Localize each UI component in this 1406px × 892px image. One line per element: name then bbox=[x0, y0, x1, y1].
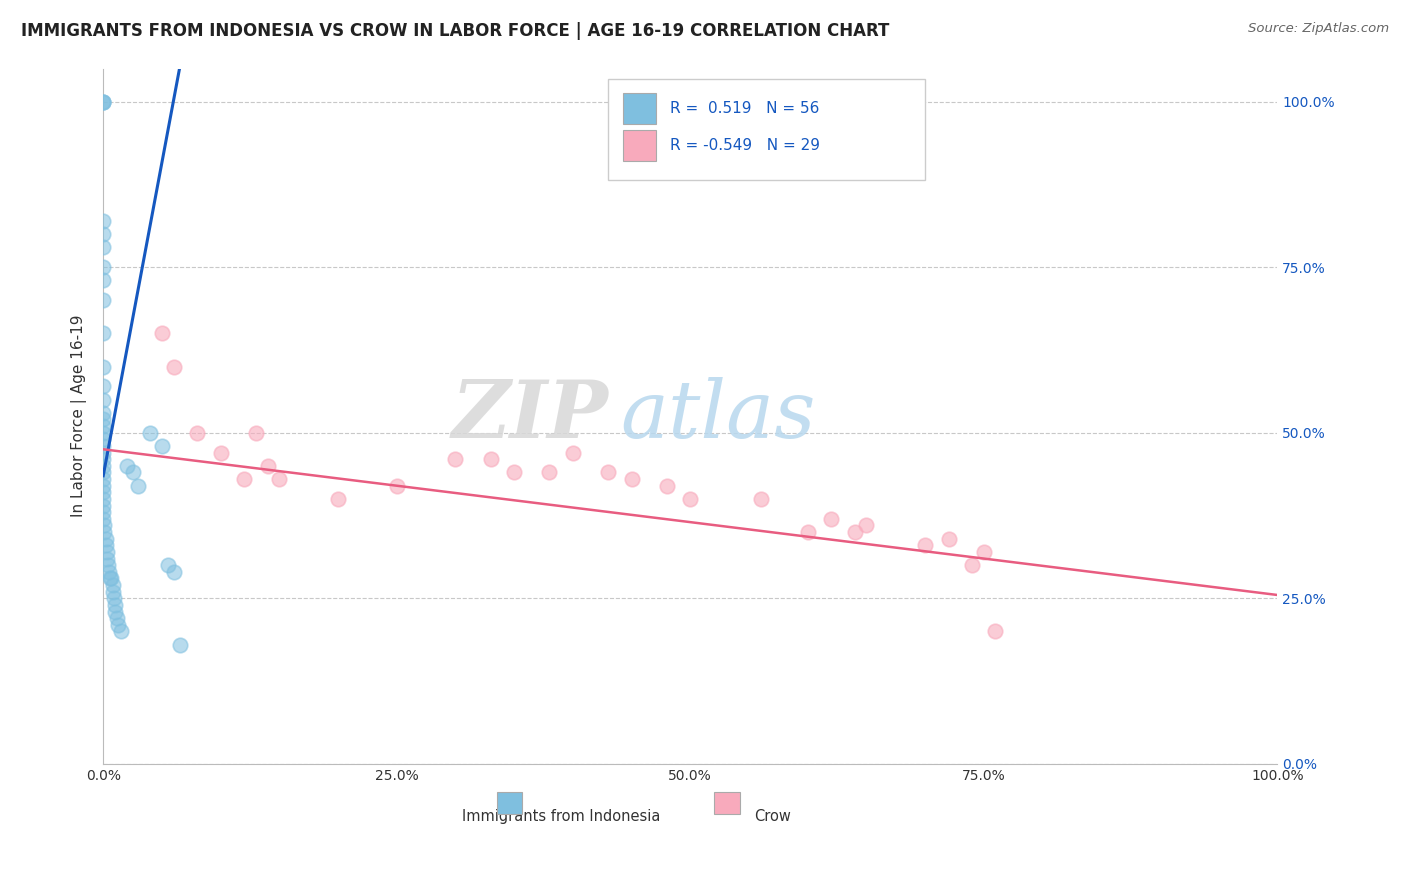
Bar bbox=[496, 791, 523, 814]
Point bbox=[503, 466, 526, 480]
Y-axis label: In Labor Force | Age 16-19: In Labor Force | Age 16-19 bbox=[72, 315, 87, 517]
Point bbox=[163, 359, 186, 374]
Point bbox=[150, 326, 173, 341]
Point bbox=[93, 518, 115, 533]
Point bbox=[91, 240, 114, 254]
Point bbox=[101, 584, 124, 599]
Point bbox=[96, 545, 118, 559]
Point bbox=[209, 445, 232, 459]
Point bbox=[561, 445, 583, 459]
Point bbox=[94, 532, 117, 546]
Point bbox=[91, 458, 114, 473]
Point bbox=[820, 512, 842, 526]
Point bbox=[984, 624, 1007, 639]
Point bbox=[186, 425, 208, 440]
Point bbox=[91, 433, 114, 447]
Point bbox=[245, 425, 267, 440]
Point bbox=[98, 571, 121, 585]
Point bbox=[91, 491, 114, 506]
Point bbox=[91, 439, 114, 453]
Bar bbox=[623, 93, 657, 124]
Point bbox=[326, 491, 349, 506]
Point bbox=[269, 472, 291, 486]
Point bbox=[596, 466, 619, 480]
Point bbox=[91, 479, 114, 493]
Text: ZIP: ZIP bbox=[451, 377, 607, 455]
Point bbox=[749, 491, 772, 506]
Point bbox=[91, 95, 114, 109]
Point bbox=[91, 466, 114, 480]
Text: R = -0.549   N = 29: R = -0.549 N = 29 bbox=[671, 138, 820, 153]
Text: R =  0.519   N = 56: R = 0.519 N = 56 bbox=[671, 101, 820, 116]
Point bbox=[855, 518, 877, 533]
Point bbox=[973, 545, 995, 559]
Point bbox=[91, 419, 114, 434]
Point bbox=[121, 466, 143, 480]
Point bbox=[156, 558, 179, 573]
Point bbox=[91, 505, 114, 519]
Point bbox=[103, 591, 125, 606]
Point bbox=[104, 598, 127, 612]
Text: IMMIGRANTS FROM INDONESIA VS CROW IN LABOR FORCE | AGE 16-19 CORRELATION CHART: IMMIGRANTS FROM INDONESIA VS CROW IN LAB… bbox=[21, 22, 890, 40]
Point bbox=[91, 95, 114, 109]
Point bbox=[169, 638, 191, 652]
Point bbox=[91, 485, 114, 500]
Point bbox=[104, 605, 127, 619]
Point bbox=[233, 472, 256, 486]
Text: Immigrants from Indonesia: Immigrants from Indonesia bbox=[463, 809, 661, 824]
Point bbox=[105, 611, 128, 625]
Point bbox=[914, 538, 936, 552]
Point bbox=[655, 479, 678, 493]
Point bbox=[91, 273, 114, 287]
Point bbox=[91, 227, 114, 241]
Point bbox=[150, 439, 173, 453]
Point bbox=[91, 293, 114, 308]
Point bbox=[91, 472, 114, 486]
Point bbox=[385, 479, 408, 493]
Point bbox=[110, 624, 132, 639]
Point bbox=[97, 558, 120, 573]
Bar bbox=[714, 791, 740, 814]
Point bbox=[91, 445, 114, 459]
Text: Crow: Crow bbox=[754, 809, 790, 824]
Point bbox=[256, 458, 278, 473]
Point bbox=[96, 551, 118, 566]
Point bbox=[94, 538, 117, 552]
Point bbox=[538, 466, 561, 480]
Text: atlas: atlas bbox=[620, 377, 815, 455]
Point bbox=[91, 379, 114, 393]
Point bbox=[163, 565, 186, 579]
Point bbox=[91, 326, 114, 341]
Point bbox=[91, 260, 114, 275]
Point bbox=[479, 452, 502, 467]
Point bbox=[127, 479, 149, 493]
Point bbox=[796, 524, 818, 539]
Point bbox=[139, 425, 162, 440]
Point bbox=[101, 578, 124, 592]
Point bbox=[91, 214, 114, 228]
Point bbox=[960, 558, 983, 573]
Point bbox=[91, 95, 114, 109]
Point bbox=[107, 617, 129, 632]
Point bbox=[844, 524, 866, 539]
FancyBboxPatch shape bbox=[607, 79, 925, 180]
Point bbox=[91, 359, 114, 374]
Point bbox=[93, 524, 115, 539]
Point bbox=[938, 532, 960, 546]
Point bbox=[91, 412, 114, 426]
Point bbox=[679, 491, 702, 506]
Text: Source: ZipAtlas.com: Source: ZipAtlas.com bbox=[1249, 22, 1389, 36]
Point bbox=[91, 512, 114, 526]
Point bbox=[91, 406, 114, 420]
Point bbox=[444, 452, 467, 467]
Bar bbox=[623, 129, 657, 161]
Point bbox=[91, 499, 114, 513]
Point bbox=[91, 452, 114, 467]
Point bbox=[98, 565, 121, 579]
Point bbox=[91, 425, 114, 440]
Point bbox=[91, 392, 114, 407]
Point bbox=[100, 571, 122, 585]
Point bbox=[620, 472, 643, 486]
Point bbox=[115, 458, 138, 473]
